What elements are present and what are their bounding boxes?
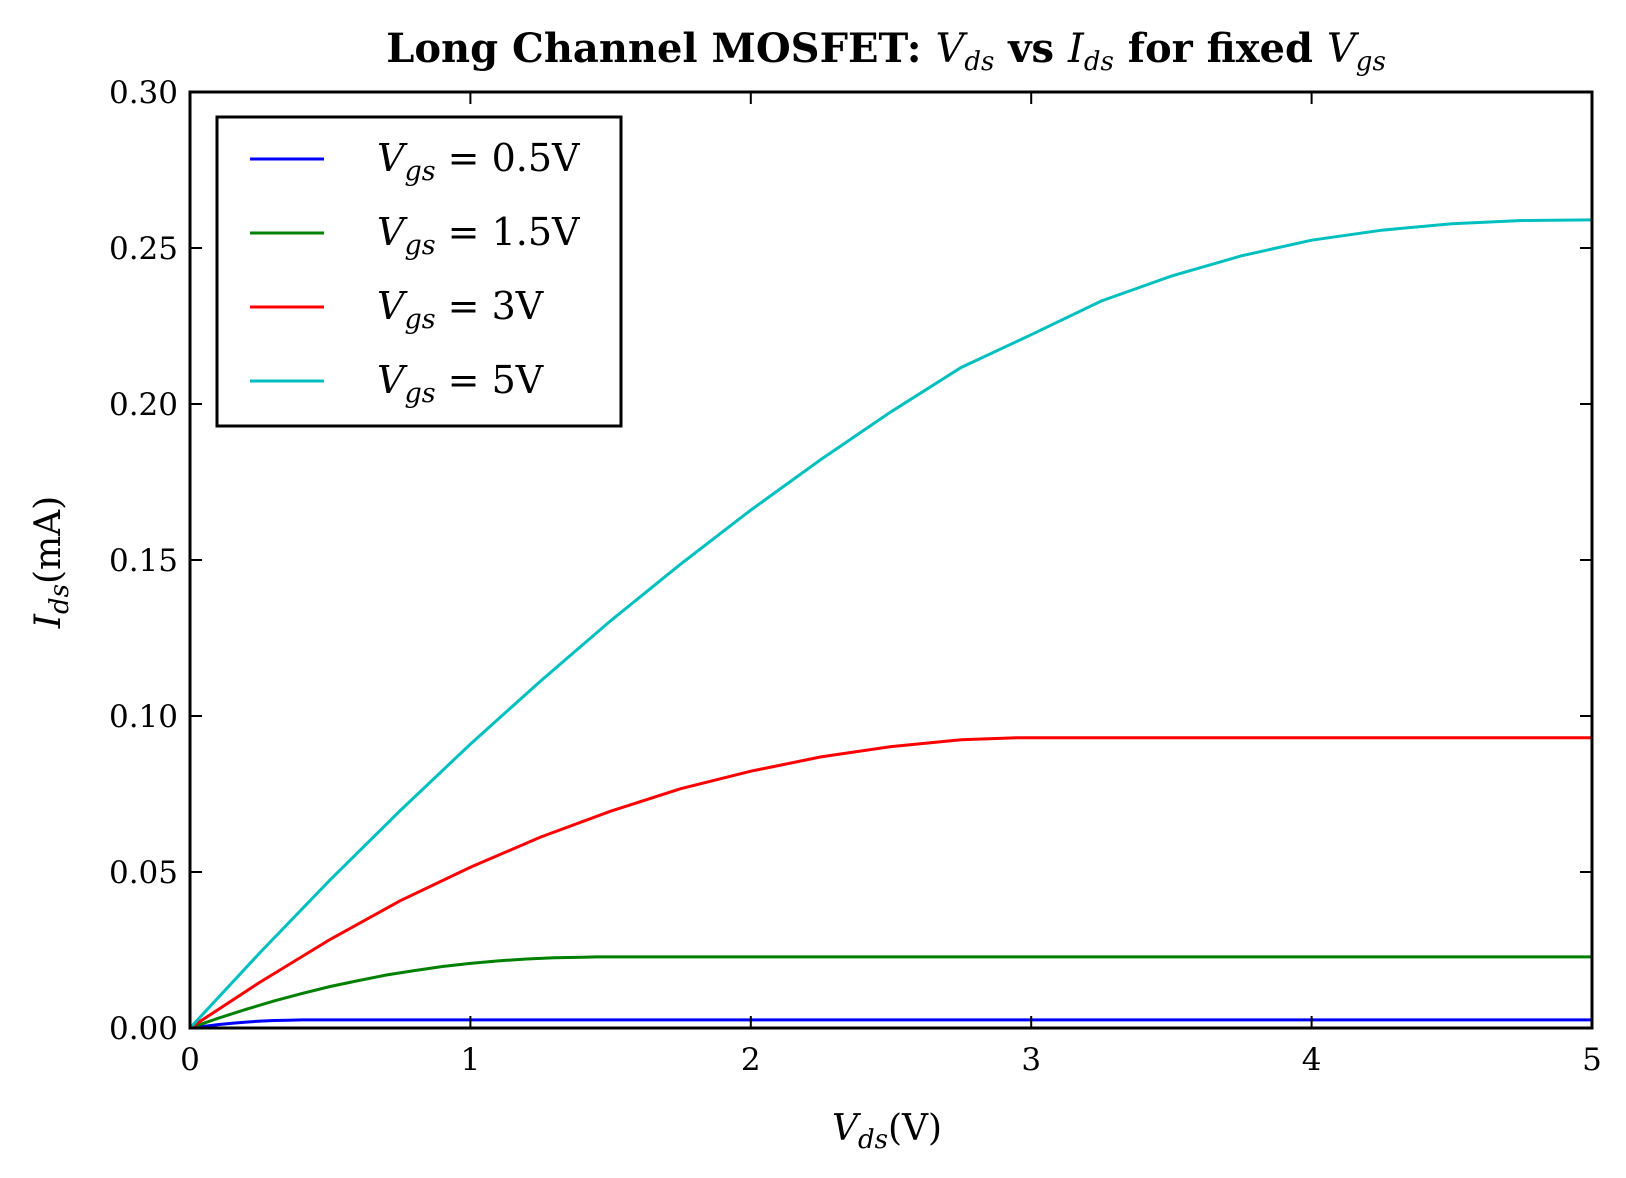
x-tick-label-1: 1 [461,1042,481,1078]
y-axis-label: Ids(mA) [28,496,75,629]
legend-box [215,115,623,428]
legend-label-2: Vgs = 3V [377,284,544,335]
y-tick-label-5: 0.25 [109,231,178,267]
title-suffix: for fixed [1114,25,1327,72]
chart-title: Long Channel MOSFET: Vds vs Ids for fixe… [386,25,1386,77]
title-var1: V [935,26,968,72]
y-axis-label-subscript: ds [45,584,75,614]
title-var1-sub: ds [964,47,994,77]
legend-label-0: Vgs = 0.5V [377,136,580,187]
x-tick-label-2: 2 [741,1042,761,1078]
title-var3: V [1327,26,1360,72]
y-axis-label-symbol: I [28,613,69,629]
title-mid: vs [994,25,1068,72]
tick-labels-layer: 0 1 2 3 4 5 0.00 0.05 0.10 0.15 0.20 0.25 0.30 [109,75,1602,1078]
y-tick-label-4: 0.20 [109,387,178,423]
series-line-3 [188,218,1593,1030]
y-tick-label-2: 0.10 [109,699,178,735]
legend-label-1: Vgs = 1.5V [377,210,580,261]
title-prefix: Long Channel MOSFET: [386,25,935,72]
x-tick-label-3: 3 [1021,1042,1041,1078]
ticks-layer [189,91,1593,1029]
series-line-2 [189,736,1592,1030]
x-axis-label: Vds(V) [832,1108,942,1155]
y-tick-label-0: 0.00 [109,1011,178,1047]
title-var2-sub: ds [1084,47,1114,77]
y-tick-label-3: 0.15 [109,543,178,579]
series-layer [188,218,1593,1030]
y-tick-label-1: 0.05 [109,855,178,891]
y-axis-label-unit: (mA) [28,496,69,584]
y-tick-label-6: 0.30 [109,75,178,111]
x-axis-label-subscript: ds [858,1125,888,1155]
title-var2: I [1067,26,1085,72]
title-var3-sub: gs [1356,47,1386,77]
x-axis-label-unit: (V) [888,1108,942,1149]
x-tick-label-5: 5 [1582,1042,1602,1078]
series-line-0 [189,1018,1592,1030]
x-axis-label-symbol: V [832,1108,862,1149]
x-tick-label-4: 4 [1302,1042,1322,1078]
series-line-1 [189,955,1592,1030]
legend-label-3: Vgs = 5V [377,358,544,409]
x-tick-label-0: 0 [180,1042,200,1078]
legend: Vgs = 0.5V Vgs = 1.5V Vgs = 3V Vgs = 5V [215,115,623,428]
